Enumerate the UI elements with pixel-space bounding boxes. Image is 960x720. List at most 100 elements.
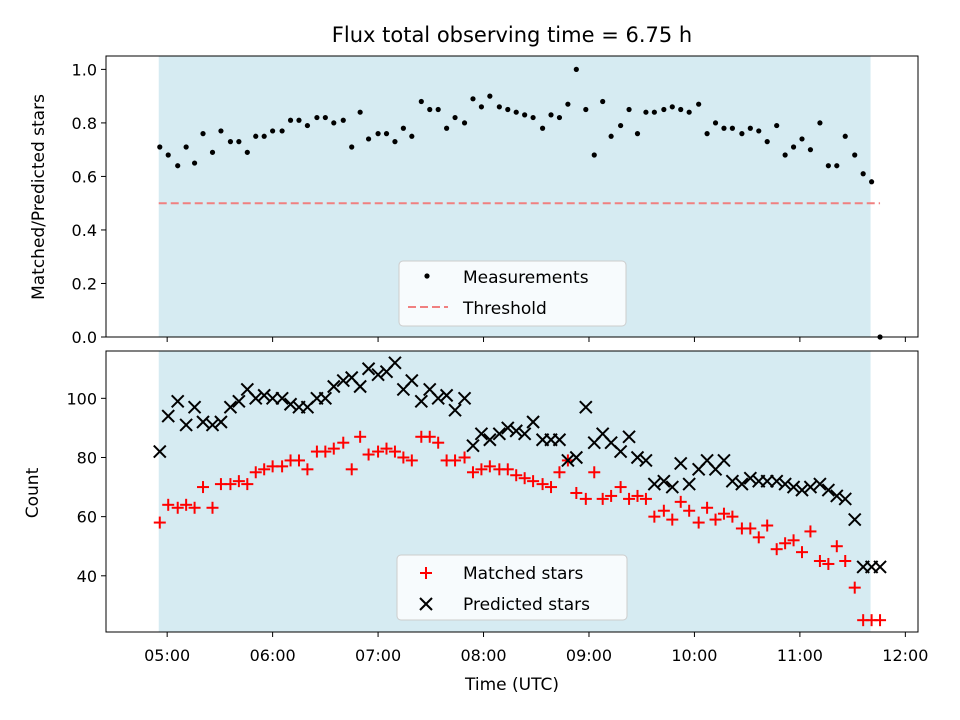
- measurement-point: [175, 163, 181, 169]
- predicted-star-point: [821, 483, 836, 497]
- matched-star-point: [570, 486, 583, 499]
- measurement-point: [661, 106, 667, 113]
- measurement-point: [200, 131, 206, 137]
- matched-star-point: [874, 614, 887, 627]
- xtick-label: 08:00: [460, 646, 506, 665]
- predicted-star-point: [457, 391, 472, 406]
- measurement-point: [314, 114, 320, 121]
- top-ytick-label: 0.4: [72, 221, 97, 240]
- predicted-star-point: [569, 450, 584, 465]
- measurement-point: [470, 96, 476, 102]
- matched-star-point: [744, 522, 757, 535]
- matched-star-point: [822, 557, 835, 570]
- measurement-point: [747, 125, 753, 131]
- matched-star-point: [301, 463, 314, 476]
- measurement-point: [227, 139, 234, 145]
- measurement-point: [565, 101, 571, 107]
- matched-star-point: [666, 513, 679, 526]
- xtick-label: 11:00: [777, 646, 823, 665]
- predicted-star-point: [405, 373, 419, 388]
- legend-measurements-label: Measurements: [463, 268, 589, 288]
- matched-star-point: [458, 451, 471, 464]
- predicted-star-point: [657, 474, 671, 488]
- measurement-point: [505, 106, 511, 113]
- predicted-star-point: [735, 477, 749, 491]
- measurement-point: [418, 98, 424, 105]
- measurement-point: [392, 139, 398, 145]
- matched-star-point: [709, 513, 722, 526]
- measurement-point: [618, 122, 624, 129]
- predicted-star-point: [682, 477, 696, 491]
- predicted-star-point: [223, 400, 238, 414]
- measurement-point: [400, 125, 406, 131]
- matched-star-point: [388, 445, 401, 458]
- matched-star-point: [553, 466, 566, 479]
- predicted-star-point: [848, 512, 862, 527]
- matched-star-point: [405, 454, 418, 467]
- top-legend: Measurements Threshold: [398, 260, 627, 327]
- measurement-point: [487, 93, 493, 99]
- predicted-star-point: [353, 379, 367, 394]
- predicted-star-point: [153, 444, 167, 459]
- measurement-point: [244, 149, 250, 155]
- matched-star-point: [674, 495, 687, 508]
- predicted-star-point: [561, 453, 575, 468]
- measurement-point: [764, 139, 770, 145]
- predicted-star-point: [318, 391, 333, 406]
- measurement-point: [774, 122, 780, 129]
- measurement-point: [478, 104, 485, 110]
- chart-title: Flux total observing time = 6.75 h: [332, 23, 692, 47]
- measurement-point: [539, 125, 546, 131]
- legend-predicted-label: Predicted stars: [463, 595, 590, 615]
- legend-matched-marker: [420, 567, 432, 579]
- measurement-point: [729, 125, 736, 131]
- predicted-star-point: [813, 477, 827, 491]
- predicted-star-point: [336, 373, 350, 388]
- measurement-point: [807, 147, 814, 153]
- matched-star-point: [153, 516, 166, 529]
- predicted-star-point: [778, 477, 792, 491]
- matched-star-point: [397, 451, 410, 464]
- matched-star-point: [536, 478, 549, 491]
- measurement-point: [444, 125, 450, 131]
- matched-star-point: [180, 498, 193, 511]
- matched-star-point: [362, 448, 375, 461]
- measurement-point: [591, 152, 597, 158]
- measurement-point: [357, 109, 363, 115]
- matched-star-point: [770, 543, 783, 556]
- measurement-point: [869, 179, 875, 185]
- measurement-point: [696, 101, 702, 107]
- predicted-star-point: [474, 427, 489, 441]
- top-ytick-label: 0.8: [72, 114, 97, 133]
- matched-star-point: [188, 501, 201, 514]
- measurement-point: [643, 109, 649, 115]
- matched-star-point: [839, 555, 852, 568]
- matched-star-point: [761, 519, 774, 532]
- matched-star-point: [432, 436, 445, 449]
- measurement-point: [270, 128, 276, 134]
- xtick-label: 07:00: [355, 646, 401, 665]
- bottom-ytick-label: 40: [77, 567, 97, 586]
- predicted-star-point: [743, 471, 758, 485]
- measurement-point: [548, 112, 554, 118]
- matched-star-point: [241, 478, 254, 491]
- predicted-star-point: [361, 362, 376, 376]
- measurement-point: [852, 152, 858, 158]
- matched-star-point: [197, 481, 210, 494]
- measurement-point: [704, 131, 710, 137]
- measurement-point: [157, 144, 163, 150]
- matched-star-point: [527, 475, 540, 488]
- measurement-point: [530, 114, 536, 121]
- predicted-star-point: [492, 427, 507, 441]
- measurement-point: [669, 104, 675, 110]
- predicted-star-point: [622, 430, 636, 444]
- measurement-point: [296, 117, 302, 123]
- predicted-star-point: [265, 391, 280, 406]
- matched-star-point: [475, 463, 488, 476]
- measurement-point: [279, 128, 285, 134]
- matched-star-point: [449, 454, 462, 467]
- predicted-star-point: [414, 394, 429, 408]
- matched-star-point: [588, 466, 601, 479]
- matched-star-point: [545, 481, 558, 494]
